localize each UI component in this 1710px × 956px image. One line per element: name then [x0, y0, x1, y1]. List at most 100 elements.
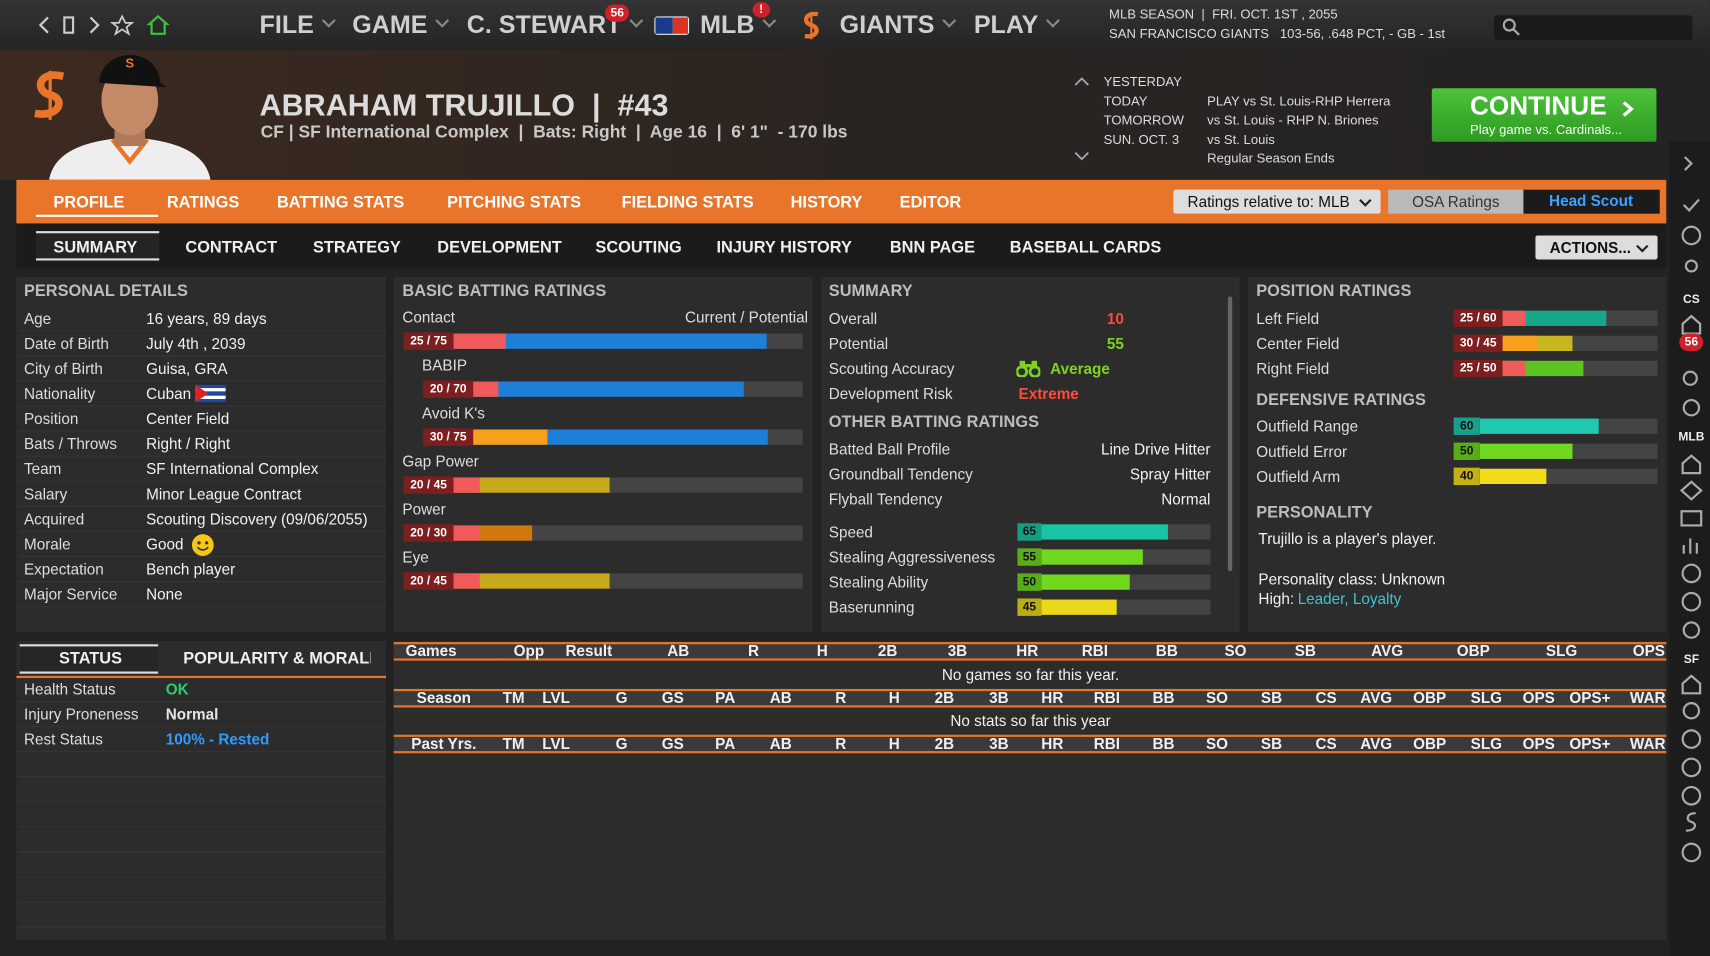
- column-header: SB: [1260, 734, 1283, 753]
- main-tab[interactable]: EDITOR: [899, 193, 962, 213]
- detail-label: Bats / Throws: [23, 434, 118, 453]
- rating-label: 25 / 75: [410, 334, 447, 348]
- row-divider: [16, 455, 387, 457]
- main-tab[interactable]: RATINGS: [166, 193, 240, 213]
- detail-label: Team: [23, 460, 62, 478]
- menu-item[interactable]: C. STEWART: [467, 10, 641, 39]
- column-header: AB: [667, 642, 690, 660]
- rating-label-box: [403, 332, 454, 350]
- rating-label: 20 / 45: [410, 478, 447, 492]
- tab-active: [19, 644, 159, 674]
- empty-message: No stats so far this year: [950, 711, 1111, 730]
- scrollbar[interactable]: [1227, 296, 1233, 572]
- sub-tab[interactable]: SUMMARY: [53, 238, 138, 257]
- sub-tab-bar: [16, 223, 1667, 269]
- row-divider: [16, 700, 387, 703]
- column-header: SLG: [1470, 688, 1503, 707]
- column-header: OPS+: [1569, 688, 1611, 707]
- sub-tab[interactable]: CONTRACT: [185, 238, 278, 257]
- menu-item[interactable]: GAME: [352, 10, 447, 39]
- continue-label: CONTINUE: [1469, 91, 1607, 122]
- actions-button[interactable]: [1535, 235, 1658, 260]
- sub-tab[interactable]: SCOUTING: [595, 238, 682, 257]
- rating-bar: [1479, 468, 1547, 485]
- column-header: OPS: [1632, 642, 1665, 660]
- main-tab[interactable]: HISTORY: [790, 193, 863, 213]
- sub-tab[interactable]: INJURY HISTORY: [716, 238, 852, 257]
- column-header[interactable]: Games: [405, 642, 457, 660]
- detail-label: Expectation: [23, 560, 104, 578]
- detail-value: None: [146, 585, 183, 603]
- rating-label-box: [403, 524, 454, 542]
- flag-icon: [195, 384, 226, 403]
- summary-label: Potential: [828, 334, 889, 353]
- main-tab[interactable]: PITCHING STATS: [447, 193, 581, 213]
- batting-value: Spray Hitter: [1129, 465, 1211, 483]
- batting-label: Speed: [828, 523, 873, 541]
- column-header: H: [888, 734, 900, 753]
- scout-button[interactable]: [1523, 189, 1660, 214]
- player-info: CF | SF International Complex | Bats: Ri…: [260, 123, 848, 142]
- sub-tab[interactable]: BNN PAGE: [889, 238, 975, 257]
- rating-label-box: [403, 572, 454, 590]
- column-header: H: [888, 688, 900, 707]
- rating-name: Gap Power: [402, 452, 479, 470]
- position-name: Center Field: [1256, 334, 1340, 353]
- continue-button[interactable]: [1431, 88, 1657, 142]
- detail-label: Age: [23, 309, 52, 328]
- schedule-day: YESTERDAY: [1103, 74, 1182, 90]
- ratings-dropdown[interactable]: [1173, 189, 1381, 214]
- status-value: 100% - Rested: [165, 730, 270, 748]
- potential-bar: [473, 381, 744, 397]
- personality-class: Personality class: Unknown: [1258, 570, 1446, 588]
- rating-bar: [1041, 549, 1143, 565]
- column-header: RBI: [1081, 642, 1109, 660]
- status-label: Injury Proneness: [23, 705, 139, 723]
- status-tab[interactable]: STATUS: [59, 649, 123, 668]
- detail-value: Minor League Contract: [146, 485, 302, 503]
- player-photo: S: [49, 55, 211, 180]
- sub-tab[interactable]: STRATEGY: [312, 238, 401, 257]
- main-tab[interactable]: FIELDING STATS: [621, 193, 754, 213]
- rating-bar: [1041, 574, 1130, 590]
- status-tab[interactable]: POPULARITY & MORALE: [183, 649, 371, 668]
- menu-item[interactable]: MLB: [700, 10, 774, 39]
- panel: [16, 276, 387, 633]
- detail-label: City of Birth: [23, 359, 103, 378]
- menu-item[interactable]: FILE: [260, 10, 334, 39]
- column-header: Result: [565, 642, 613, 660]
- detail-value: Right / Right: [146, 434, 231, 453]
- column-header: BB: [1152, 734, 1175, 753]
- detail-label: Salary: [23, 485, 68, 503]
- row-divider: [16, 581, 387, 583]
- schedule-arrows: [1074, 77, 1089, 161]
- section-title: PERSONALITY: [1256, 503, 1373, 522]
- main-tab[interactable]: PROFILE: [53, 193, 125, 213]
- column-header: OBP: [1413, 734, 1447, 753]
- row-divider: [16, 355, 387, 357]
- sub-tab[interactable]: BASEBALL CARDS: [1009, 238, 1162, 257]
- sub-tab[interactable]: DEVELOPMENT: [437, 238, 562, 257]
- detail-label: Nationality: [23, 384, 96, 403]
- detail-value: SF International Complex: [146, 460, 319, 478]
- osa-button[interactable]: [1388, 189, 1524, 214]
- menu-item[interactable]: GIANTS: [840, 10, 954, 39]
- rating-label-box: [423, 428, 474, 446]
- summary-value: 10: [1106, 309, 1124, 328]
- detail-value: Cuban: [146, 384, 192, 403]
- sidebar-label: CS: [1683, 293, 1700, 307]
- detail-value: Bench player: [146, 560, 236, 578]
- row-divider: [16, 801, 387, 803]
- badge: 56: [605, 4, 630, 22]
- main-tab[interactable]: BATTING STATS: [276, 193, 405, 213]
- column-header: Past Yrs.: [411, 734, 477, 753]
- detail-label: Date of Birth: [23, 334, 109, 353]
- column-header: AVG: [1360, 734, 1393, 753]
- batting-label: Batted Ball Profile: [828, 440, 951, 458]
- tab-active: [35, 231, 160, 261]
- menu-item[interactable]: PLAY: [974, 10, 1058, 39]
- search-box[interactable]: [1493, 15, 1693, 41]
- potential-bar: [1502, 310, 1607, 326]
- potential-bar: [453, 333, 767, 349]
